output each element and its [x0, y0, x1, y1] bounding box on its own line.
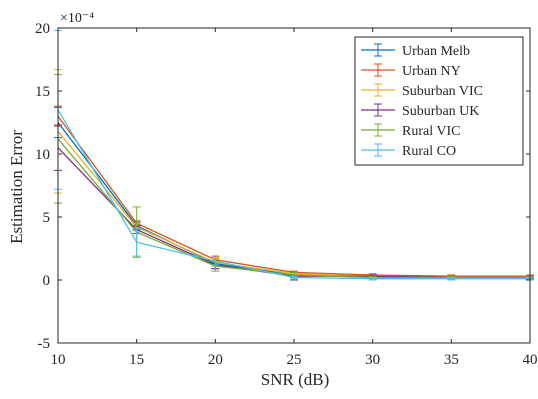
y-axis-exponent: ×10⁻⁴: [60, 11, 94, 26]
x-tick-label: 10: [51, 352, 66, 368]
x-axis-label: SNR (dB): [261, 370, 329, 389]
y-tick-label: 20: [35, 21, 50, 37]
legend: Urban Melb Urban NY Suburban VIC Suburban U…: [355, 37, 523, 165]
legend-label: Urban NY: [402, 64, 461, 79]
legend-label: Suburban VIC: [402, 84, 483, 99]
y-tick-label: 0: [43, 273, 51, 289]
x-tick-label: 35: [444, 352, 459, 368]
legend-label: Suburban UK: [402, 104, 479, 119]
legend-label: Rural CO: [402, 144, 456, 159]
legend-label: Urban Melb: [402, 44, 470, 59]
x-tick-label: 40: [523, 352, 538, 368]
x-tick-label: 15: [129, 352, 144, 368]
x-tick-label: 30: [365, 352, 380, 368]
x-tick-label: 25: [287, 352, 302, 368]
y-tick-label: 15: [35, 84, 50, 100]
legend-label: Rural VIC: [402, 124, 460, 139]
y-axis-label: Estimation Error: [7, 130, 26, 244]
y-tick-label: 5: [43, 210, 51, 226]
y-tick-label: 10: [35, 147, 50, 163]
x-tick-label: 20: [208, 352, 223, 368]
y-tick-label: -5: [38, 336, 51, 352]
